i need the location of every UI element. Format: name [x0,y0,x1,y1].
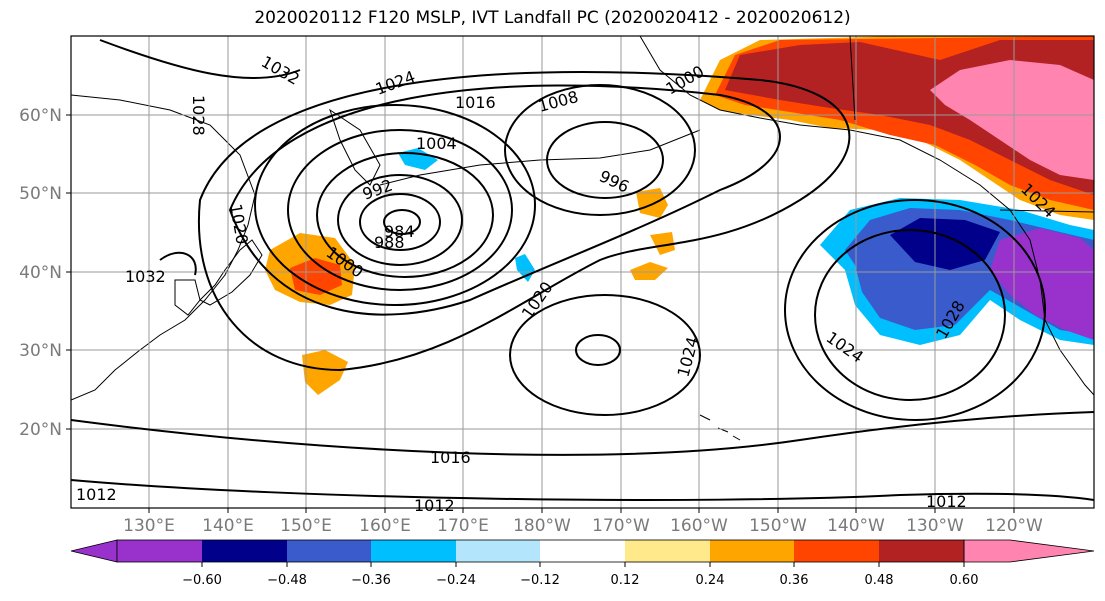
shaded-regions [265,36,1094,395]
graticule [71,36,1094,508]
isobar-1024-east [784,199,1046,421]
isobar-label: 1016 [430,448,471,467]
region-japan-east-orangered [290,258,342,295]
isobar-label: 1016 [455,93,496,112]
positive-region-subtropic [302,350,348,395]
colorbar-segment [371,540,456,562]
isobar-label: 988 [374,233,405,252]
colorbar-extend-right [963,539,1095,563]
isobar-996-east [546,121,664,199]
tick-marks [66,114,1015,513]
coastline-kamchatka [329,108,381,186]
lon-tick-label: 140°E [202,516,254,536]
lon-tick-label: 130°W [906,516,964,536]
lat-tick-label: 30°N [19,341,62,361]
lat-tick-labels: 60°N 50°N 40°N 30°N 20°N [19,106,62,440]
isobar-label: 1004 [416,134,457,153]
lon-tick-label: 150°W [749,516,807,536]
coastline-aleutians [379,129,701,186]
isobar-label: 1028 [189,95,208,136]
positive-region-central2 [650,232,675,255]
positive-region-central3 [630,262,668,280]
isobar-996-west [316,152,494,278]
colorbar-tick-label: 0.48 [865,573,894,588]
lon-tick-label: 170°W [592,516,650,536]
isobar-label: 1012 [926,492,967,511]
isobar-1020-south [509,294,701,416]
isobar-label: 1012 [76,485,117,504]
map-title: 2020020112 F120 MSLP, IVT Landfall PC (2… [254,8,851,28]
lat-tick-label: 50°N [19,184,62,204]
isobar-1032-north [99,39,301,80]
colorbar-segment [117,540,202,562]
isobar-label: 1012 [414,496,455,515]
coastline-alaska [639,36,1094,396]
colorbar-segment [879,540,964,562]
isobar-1016-south [71,411,1094,456]
isobars [71,39,1094,501]
colorbar-tick-label: −0.12 [520,573,560,588]
colorbar-segment [540,540,625,562]
lon-tick-label: 170°E [437,516,489,536]
coastline-korea [174,279,201,316]
isobar-988 [359,193,441,251]
lat-tick-label: 40°N [19,263,62,283]
region-alaska-pink [930,60,1094,180]
colorbar-tick-label: −0.60 [182,573,222,588]
isobar-984 [383,209,421,235]
isobar-label: 1032 [125,267,166,286]
colorbar-tick-label: −0.48 [267,573,307,588]
lon-tick-labels: 130°E 140°E 150°E 160°E 170°E 180°W 170°… [123,516,1043,536]
isobar-1016 [197,71,851,372]
isobar-1008 [228,84,781,316]
colorbar-segment [287,540,371,562]
lon-tick-label: 160°E [359,516,411,536]
lat-tick-label: 20°N [19,420,62,440]
colorbar-segment [710,540,794,562]
isobar-1004 [254,104,536,306]
positive-region-central1 [636,188,668,218]
lon-tick-label: 180°W [513,516,571,536]
coastline-asia [71,94,256,401]
lat-tick-label: 60°N [19,106,62,126]
colorbar-tick-label: −0.36 [351,573,391,588]
colorbar-tick-label: 0.24 [696,573,725,588]
border-us-canada [849,36,1094,213]
colorbar-segment [625,540,710,562]
colorbar-tick-labels: −0.60 −0.48 −0.36 −0.24 −0.12 0.12 0.24 … [182,573,978,588]
isobar-1032-korea [159,251,197,276]
colorbar-segment [794,540,879,562]
lon-tick-label: 160°W [670,516,728,536]
colorbar-tick-label: 0.12 [611,573,640,588]
isobar-1000-west [287,129,513,291]
colorbar-ticks [201,562,965,567]
colorbar-tick-label: 0.36 [780,573,809,588]
isobar-1024-inner [575,334,621,366]
colorbar: −0.60 −0.48 −0.36 −0.24 −0.12 0.12 0.24 … [70,539,1095,588]
isobar-1012 [71,479,1094,501]
lon-tick-label: 150°E [280,516,332,536]
colorbar-tick-label: −0.24 [436,573,476,588]
colorbar-segment [456,540,540,562]
lon-tick-label: 140°W [827,516,885,536]
colorbar-tick-label: 0.60 [950,573,979,588]
lon-tick-label: 130°E [123,516,175,536]
colorbar-segment [202,540,287,562]
isobar-label: 984 [384,222,415,241]
colorbar-extend-left [70,539,118,563]
lon-tick-label: 120°W [985,516,1043,536]
isobar-992 [337,174,463,266]
isobar-1028 [814,229,1006,401]
